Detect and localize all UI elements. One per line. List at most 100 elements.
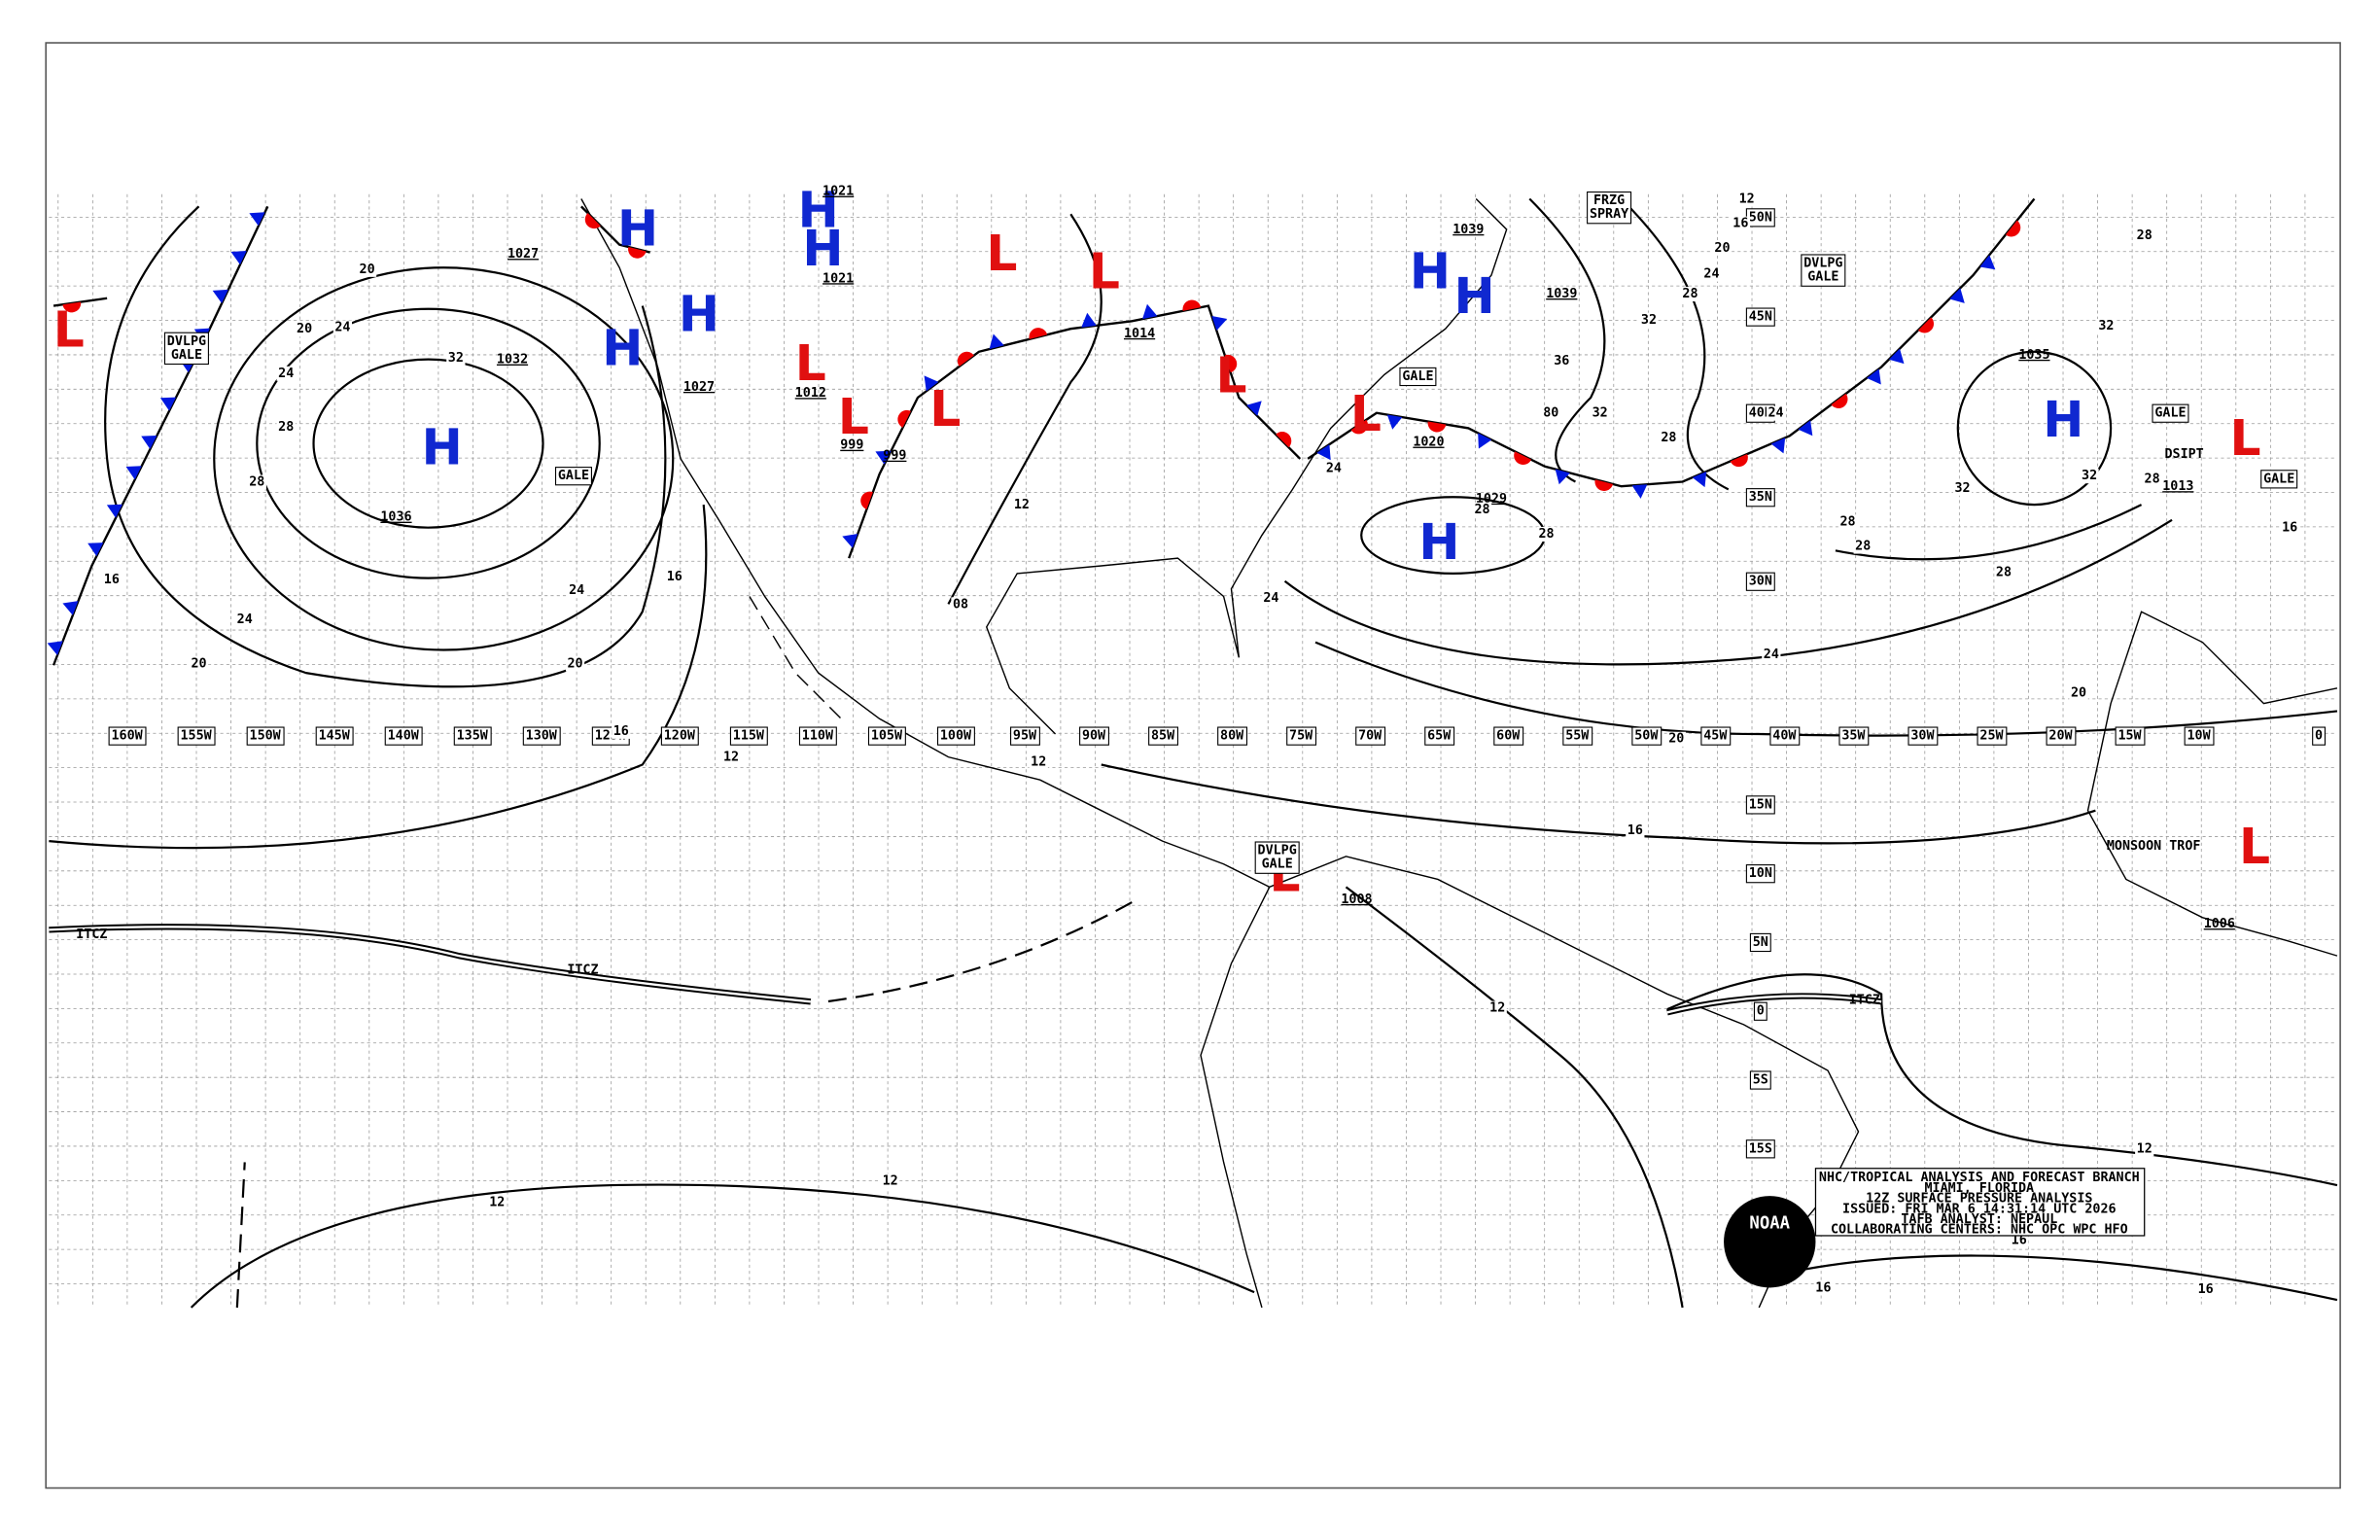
central-pressure: 1008 (1341, 892, 1372, 907)
label-box (108, 726, 147, 746)
label-box (1745, 1139, 1775, 1159)
label-mask (1737, 192, 1757, 207)
label-box (1355, 726, 1386, 746)
label-box (1079, 726, 1109, 746)
annotation-line: GALE (171, 348, 202, 363)
low-center: L (1215, 347, 1246, 404)
isobar (256, 307, 601, 579)
label-box (1801, 254, 1846, 287)
label-mask (1659, 430, 1679, 445)
label-box (1745, 572, 1775, 591)
isobar-label: 12 (883, 1173, 898, 1188)
warm-front-symbol (1730, 453, 1748, 468)
high-center: H (617, 200, 658, 258)
label-box (1010, 726, 1040, 746)
longitude-label: 50W (1634, 729, 1659, 744)
annotation: DVLPG GALE (1258, 844, 1297, 872)
warm-front-symbol (1594, 479, 1614, 491)
annotation: GALE (1402, 369, 1433, 384)
label-mask (1762, 648, 1781, 663)
isobar-label: 16 (2282, 521, 2297, 536)
isobar-label: 20 (568, 657, 583, 672)
longitude-label: 55W (1565, 729, 1590, 744)
label-mask (721, 750, 741, 765)
low-center: L (53, 300, 85, 358)
label-mask (1680, 287, 1700, 302)
label-mask (276, 419, 296, 435)
cold-front-symbol (1316, 444, 1331, 461)
label-mask (1261, 591, 1281, 607)
cold-front-symbol (125, 466, 142, 480)
annotation: ITCZ (1849, 994, 1880, 1008)
warm-front-symbol (1427, 421, 1447, 433)
label-box (936, 726, 975, 746)
label-box (246, 726, 285, 746)
label-box (1493, 726, 1524, 746)
isobar-label: 24 (1263, 591, 1278, 606)
central-pressure: 1021 (822, 271, 854, 286)
latitude-label: 5S (1753, 1073, 1768, 1088)
isobar-label: 28 (2145, 472, 2160, 486)
high-center: H (1410, 243, 1451, 300)
isobar-label: 20 (1714, 241, 1730, 256)
annotation: DSIPT (2165, 447, 2204, 462)
central-pressure: 1006 (2204, 917, 2235, 931)
boundary (749, 596, 842, 719)
label-mask (1552, 354, 1571, 369)
isobar-label: 16 (1628, 823, 1643, 838)
title-line: COLLABORATING CENTERS: NHC OPC WPC HFO (1831, 1223, 2128, 1238)
isobar-label: 12 (489, 1195, 505, 1209)
central-pressure: 1012 (795, 386, 826, 401)
cold-front-symbol (1386, 414, 1403, 430)
annotation-line: DVLPG (1803, 257, 1842, 271)
isobar-label: 32 (2098, 319, 2114, 333)
label-mask (332, 320, 353, 335)
label-box (1749, 932, 1771, 953)
central-pressure: 1013 (2162, 479, 2193, 494)
label-mask (1472, 502, 1492, 517)
isobar-label: 20 (1668, 732, 1684, 747)
label-box (1749, 1070, 1771, 1090)
cold-front-symbol (1555, 469, 1570, 485)
isobar-label: 28 (1474, 503, 1489, 517)
low-center: L (838, 388, 869, 445)
isobar-label: 24 (1703, 267, 1719, 282)
coastline (2086, 611, 2338, 957)
annotation-line: GALE (1807, 270, 1838, 285)
isobar-label: 32 (1641, 313, 1657, 328)
isobar (49, 504, 708, 850)
warm-front-symbol (1350, 419, 1368, 435)
isobar (312, 358, 544, 529)
label-mask (1701, 266, 1722, 282)
isobar (1956, 350, 2113, 507)
low-center: L (2239, 818, 2270, 875)
high-center: H (679, 286, 719, 343)
warm-front-symbol (62, 301, 82, 313)
isobar (213, 266, 675, 651)
label-box (554, 467, 592, 486)
longitude-label: 130W (526, 729, 558, 744)
isobar-label: 12 (1489, 1001, 1505, 1016)
isobar-label: 24 (569, 583, 584, 598)
logo-text: NOAA (1749, 1213, 1790, 1233)
annotation: DVLPG GALE (167, 334, 206, 363)
label-mask (189, 656, 209, 672)
longitude-label: 60W (1496, 729, 1521, 744)
label-mask (2135, 228, 2154, 244)
latitude-label: 35N (1749, 490, 1772, 505)
isobar-label: 28 (2137, 228, 2152, 243)
label-box (1769, 726, 1801, 746)
isobar-label: 12 (2137, 1141, 2152, 1156)
cold-front-symbol (1979, 255, 1996, 270)
cold-front-symbol (141, 435, 158, 450)
label-mask (2280, 520, 2299, 536)
label-box (2260, 470, 2298, 489)
annotation-line: FRZG (1593, 193, 1625, 208)
label-mask (1766, 405, 1786, 421)
latitude-label: 5N (1753, 935, 1768, 950)
low-center: L (795, 334, 826, 392)
cold-front-symbol (249, 212, 265, 227)
isobar-label: 28 (1539, 527, 1555, 542)
